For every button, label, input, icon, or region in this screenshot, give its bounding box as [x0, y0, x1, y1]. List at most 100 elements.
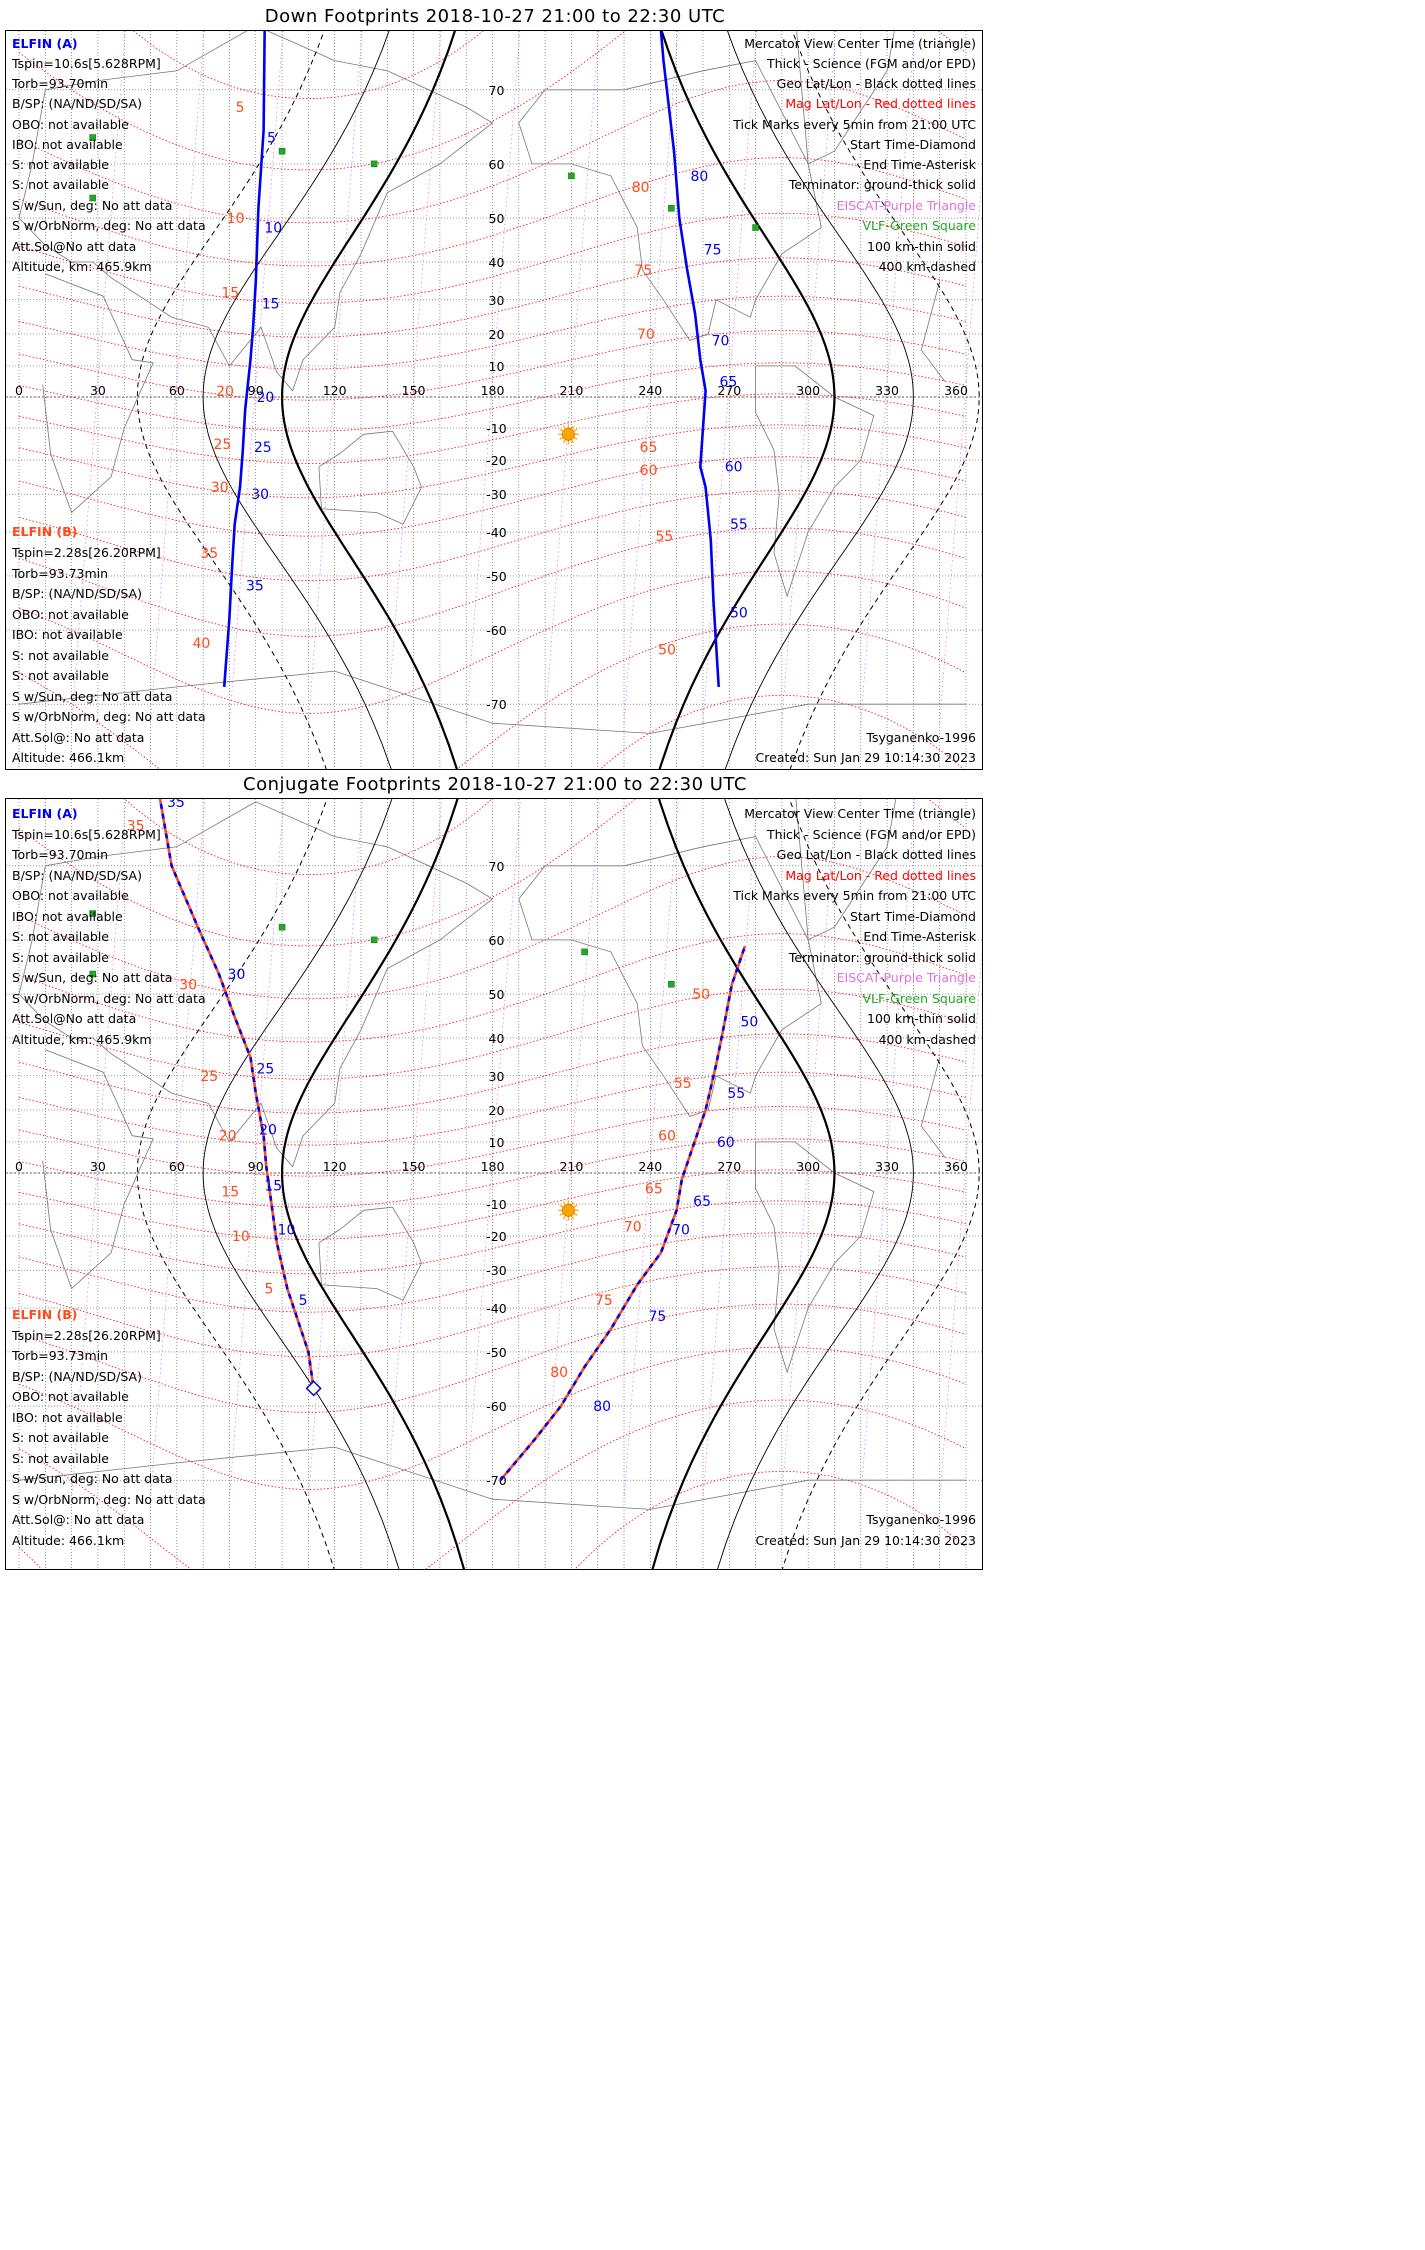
lon-tick-label: 360: [944, 1159, 968, 1174]
mag-latitude-line: [18, 570, 967, 714]
elfin-b-tick-label: 5: [265, 1282, 274, 1298]
mag-latitude-line: [18, 527, 967, 637]
elfin-a-torb: Torb=93.70min: [12, 847, 109, 862]
elfin-a-tick-label: 80: [691, 169, 709, 185]
elfin-a-tick-label: 60: [725, 460, 743, 476]
lon-tick-label: 150: [402, 383, 426, 398]
elfin-b-tick-label: 70: [637, 327, 655, 343]
elfin-a-tick-label: 65: [693, 1194, 711, 1210]
elfin-b-altitude: Altitude: 466.1km: [12, 750, 125, 765]
mag-latitude-line: [18, 295, 967, 370]
elfin-a-tick-label: 75: [704, 243, 722, 259]
elfin-b-orbnorm: S w/OrbNorm, deg: No att data: [12, 709, 206, 724]
elfin-b-ibo: IBO: not available: [12, 627, 123, 642]
mag-meridian: [544, 31, 600, 724]
elfin-a-tick-label: 30: [251, 487, 269, 503]
vlf-square-icon: [89, 194, 96, 202]
elfin-b-tspin: Tspin=2.28s[26.20RPM]: [12, 545, 161, 560]
lat-tick-label: 60: [489, 933, 505, 948]
elfin-a-altitude: Altitude, km: 465.9km: [12, 259, 152, 274]
elfin-b-sun: S w/Sun, deg: No att data: [12, 1471, 173, 1486]
elfin-a-tick-label: 25: [256, 1062, 274, 1078]
elfin-a-s1: S: not available: [12, 929, 109, 944]
terminator-ground-line: [280, 799, 836, 1569]
mag-latitude-line: [133, 31, 484, 99]
elfin-a-tick-label: 15: [264, 1178, 282, 1194]
terminator-100km-line: [717, 799, 914, 1569]
legend-line-2: Thick - Science (FGM and/or EPD): [767, 56, 976, 71]
elfin-a-s1: S: not available: [12, 157, 109, 172]
vlf-square-icon: [278, 923, 286, 931]
mag-latitude-line: [18, 1303, 967, 1413]
mag-latitude-line: [18, 157, 967, 267]
lat-tick-label: 30: [489, 1069, 505, 1084]
elfin-a-tick-label: 20: [259, 1122, 277, 1138]
legend-line-7: End Time-Asterisk: [863, 157, 976, 172]
continent-outline: [796, 31, 895, 165]
lat-tick-label: -20: [486, 453, 506, 468]
lon-tick-label: 0: [15, 383, 23, 398]
continent-outline: [755, 365, 875, 598]
mag-latitude-line: [18, 1071, 967, 1146]
legend-line-4: Mag Lat/Lon - Red dotted lines: [785, 96, 976, 111]
mag-meridian: [623, 31, 679, 724]
mag-latitude-line: [18, 1106, 967, 1177]
terminator: [136, 31, 980, 769]
legend-line-12: 400 km-dashed: [878, 259, 976, 274]
continent-outline: [318, 430, 422, 525]
mag-meridian: [386, 799, 442, 1500]
elfin-a-tick-label: 65: [719, 375, 737, 391]
elfin-b-tick-label: 65: [645, 1181, 663, 1197]
elfin-b-tick-label: 55: [674, 1076, 692, 1092]
elfin-a-tick-label: 20: [256, 390, 274, 406]
mag-latitude-line: [18, 988, 967, 1080]
vlf-square-icon: [668, 981, 675, 988]
legend-line-9: EISCAT-Purple Triangle: [836, 970, 976, 985]
elfin-b-att: Att.Sol@: No att data: [12, 730, 145, 745]
mag-meridian: [781, 31, 836, 724]
continent-outline: [18, 670, 966, 734]
elfin-b-altitude: Altitude: 466.1km: [12, 1533, 125, 1548]
legend-line-5: Tick Marks every 5min from 21:00 UTC: [733, 117, 976, 132]
sun-disc: [562, 1203, 575, 1217]
map-down-footprints[interactable]: 0 30 60 90 120 150 180 210 240 270 300 330 360 70 60 50…: [6, 31, 982, 769]
elfin-b-ibo: IBO: not available: [12, 1410, 123, 1425]
map-frame-conjugate: 0 30 60 90 120 150 180 210 240 270 300 330 360 70 60 50…: [5, 798, 983, 1570]
elfin-b-tick-label: 60: [640, 463, 658, 479]
map-conjugate-footprints[interactable]: 0 30 60 90 120 150 180 210 240 270 300 330 360 70 60 50…: [6, 799, 982, 1569]
model-label: Tsyganenko-1996: [866, 1512, 976, 1527]
lat-tick-label: 50: [489, 987, 505, 1002]
mag-latitude-line: [18, 257, 967, 338]
mag-meridian: [939, 173, 982, 724]
elfin-a-orbnorm: S w/OrbNorm, deg: No att data: [12, 218, 206, 233]
geo-grid: [6, 31, 982, 769]
elfin-b-tick-label: 80: [550, 1365, 568, 1381]
mag-grid: [18, 31, 982, 769]
elfin-a-label: ELFIN (A): [12, 36, 78, 51]
lon-tick-label: 360: [944, 383, 968, 398]
elfin-a-tick-label: 50: [741, 1014, 759, 1030]
mag-latitude-line: [18, 1033, 967, 1114]
lat-tick-label: 20: [489, 1103, 505, 1118]
panel-title-conjugate: Conjugate Footprints 2018-10-27 21:00 to…: [243, 774, 747, 795]
created-label: Created: Sun Jan 29 10:14:30 2023: [755, 750, 976, 765]
mag-meridian: [781, 799, 837, 1500]
elfin-b-torb: Torb=93.73min: [12, 566, 109, 581]
elfin-b-tick-label: 60: [658, 1129, 676, 1145]
elfin-a-att: Att.Sol@No att data: [12, 1011, 137, 1026]
mag-meridian: [150, 799, 206, 1500]
mag-latitude-line: [18, 1471, 967, 1569]
lat-tick-label: 60: [489, 157, 505, 172]
elfin-b-s2: S: not available: [12, 1451, 109, 1466]
lat-tick-label: 70: [489, 83, 505, 98]
geo-grid: [6, 799, 982, 1569]
terminator-ground-line: [280, 31, 836, 769]
mag-meridian: [229, 799, 285, 1500]
lat-tick-label: -10: [486, 421, 506, 436]
lon-tick-label: 60: [169, 1159, 185, 1174]
vlf-square-icon: [568, 172, 575, 180]
mag-latitude-line: [18, 362, 967, 432]
mag-latitude-line: [18, 330, 967, 401]
mag-meridian: [860, 799, 916, 1500]
lon-tick-label: 300: [796, 383, 820, 398]
